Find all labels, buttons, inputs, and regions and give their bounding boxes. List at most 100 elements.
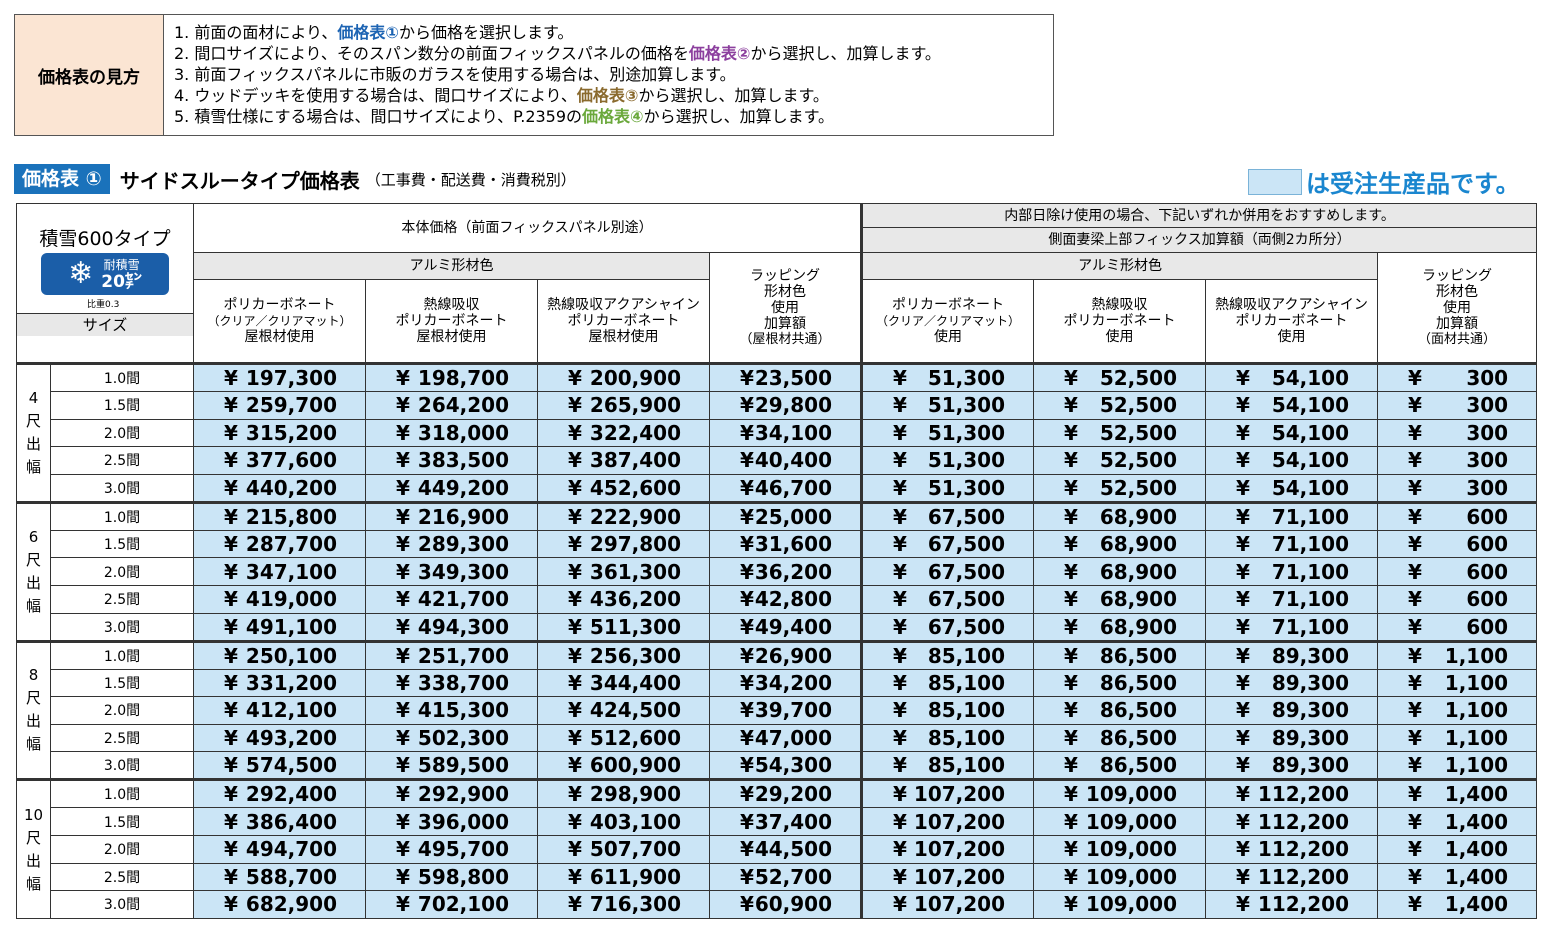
price-cell: ¥511,300 — [537, 612, 711, 642]
price-cell: ¥449,200 — [365, 473, 539, 503]
price-value: 1,100 — [1444, 698, 1509, 723]
column-header-line3: 使用 — [934, 329, 963, 345]
price-cell: ¥52,500 — [1033, 391, 1207, 420]
price-value: 1,400 — [1444, 782, 1509, 807]
yen-symbol: ¥ — [1064, 448, 1078, 473]
yen-symbol: ¥ — [893, 892, 907, 917]
projection-label-char: 6 — [28, 527, 39, 546]
price-value: 52,500 — [1099, 366, 1178, 390]
price-value: 52,500 — [1099, 393, 1178, 418]
price-cell: ¥54,300 — [709, 751, 863, 781]
price-value: 331,200 — [245, 670, 338, 695]
price-value: 287,700 — [245, 532, 338, 557]
price-value: 34,200 — [754, 670, 833, 695]
yen-symbol: ¥ — [893, 475, 907, 500]
price-cell: ¥419,000 — [193, 584, 367, 614]
price-cell: ¥86,500 — [1033, 723, 1207, 753]
price-value: 86,500 — [1099, 753, 1178, 778]
yen-symbol: ¥ — [396, 864, 410, 889]
guide-line-text: 5. 積雪仕様にする場合は、間口サイズにより、P.2359の — [174, 107, 583, 126]
price-value: 31,600 — [754, 532, 833, 557]
column-header-line2: ポリカーボネート — [395, 313, 508, 329]
yen-symbol: ¥ — [1236, 614, 1250, 639]
price-cell: ¥25,000 — [709, 501, 863, 531]
price-value: 507,700 — [589, 837, 682, 862]
yen-symbol: ¥ — [568, 448, 582, 473]
projection-label-char: 出 — [25, 712, 41, 731]
price-cell: ¥298,900 — [537, 779, 711, 809]
price-value: 49,400 — [754, 614, 833, 639]
price-cell: ¥300 — [1377, 391, 1538, 420]
price-value: 1,400 — [1444, 837, 1509, 862]
price-cell: ¥600 — [1377, 501, 1538, 531]
table-row: 2.5間 ¥588,700 ¥598,800 ¥611,900 ¥52,700 ¥107,… — [17, 862, 1538, 892]
price-cell: ¥86,500 — [1033, 751, 1207, 781]
guide-lines: 1. 前面の面材により、価格表①から価格を選択します。 2. 間口サイズにより、そ… — [164, 15, 941, 135]
table-row: 2.0間 ¥494,700 ¥495,700 ¥507,700 ¥44,500 ¥107,… — [17, 834, 1538, 864]
main-price-group-header: 本体価格（前面フィックスパネル別途） — [193, 203, 863, 253]
price-cell: ¥112,200 — [1205, 890, 1379, 919]
price-value: 25,000 — [754, 504, 833, 529]
yen-symbol: ¥ — [893, 809, 907, 834]
price-cell: ¥52,700 — [709, 862, 863, 892]
size-cell: 1.0間 — [49, 363, 195, 392]
price-cell: ¥60,900 — [709, 890, 863, 919]
yen-symbol: ¥ — [1064, 420, 1078, 445]
price-cell: ¥265,900 — [537, 391, 711, 420]
yen-symbol: ¥ — [1064, 782, 1078, 807]
size-cell: 1.0間 — [49, 779, 195, 809]
yen-symbol: ¥ — [568, 366, 582, 390]
projection-label-char: 幅 — [25, 457, 41, 476]
price-value: 200,900 — [589, 366, 682, 390]
price-cell: ¥338,700 — [365, 668, 539, 698]
yen-symbol: ¥ — [740, 366, 754, 390]
projection-label-char: 幅 — [25, 735, 41, 754]
yen-symbol: ¥ — [396, 698, 410, 723]
yen-symbol: ¥ — [396, 892, 410, 917]
price-value: 85,100 — [927, 670, 1006, 695]
size-cell: 1.5間 — [49, 807, 195, 836]
yen-symbol: ¥ — [740, 782, 754, 807]
yen-symbol: ¥ — [396, 532, 410, 557]
column-header: 熱線吸収アクアシャイン ポリカーボネート 使用 — [1205, 279, 1379, 364]
price-value: 54,100 — [1271, 475, 1350, 500]
price-value: 1,100 — [1444, 726, 1509, 751]
price-value: 600 — [1466, 614, 1509, 639]
price-cell: ¥197,300 — [193, 363, 367, 392]
price-cell: ¥107,200 — [860, 807, 1035, 836]
yen-symbol: ¥ — [224, 698, 238, 723]
price-value: 112,200 — [1257, 782, 1350, 807]
size-cell: 2.5間 — [49, 446, 195, 475]
price-cell: ¥200,900 — [537, 363, 711, 392]
yen-symbol: ¥ — [1064, 504, 1078, 529]
table-row: 1.5間 ¥259,700 ¥264,200 ¥265,900 ¥29,800 ¥51,3… — [17, 391, 1538, 420]
yen-symbol: ¥ — [740, 559, 754, 584]
yen-symbol: ¥ — [1408, 448, 1422, 473]
price-value: 251,700 — [417, 643, 510, 668]
price-value: 85,100 — [927, 753, 1006, 778]
price-cell: ¥289,300 — [365, 529, 539, 559]
yen-symbol: ¥ — [740, 670, 754, 695]
price-value: 1,400 — [1444, 892, 1509, 917]
price-cell: ¥396,000 — [365, 807, 539, 836]
price-value: 495,700 — [417, 837, 510, 862]
yen-symbol: ¥ — [396, 448, 410, 473]
price-value: 396,000 — [417, 809, 510, 834]
table-row: 2.5間 ¥493,200 ¥502,300 ¥512,600 ¥47,000 ¥85,1… — [17, 723, 1538, 753]
price-cell: ¥297,800 — [537, 529, 711, 559]
table-row: 2.5間 ¥419,000 ¥421,700 ¥436,200 ¥42,800 ¥67,5… — [17, 584, 1538, 614]
yen-symbol: ¥ — [740, 504, 754, 529]
size-group: 10 尺出幅 1.0間 ¥292,400 ¥292,900 ¥298,900 ¥29,200… — [16, 779, 1538, 919]
yen-symbol: ¥ — [893, 420, 907, 445]
price-cell: ¥51,300 — [860, 363, 1035, 392]
table-row: 3.0間 ¥682,900 ¥702,100 ¥716,300 ¥60,900 ¥107,… — [17, 890, 1538, 919]
yen-symbol: ¥ — [740, 698, 754, 723]
price-value: 67,500 — [927, 587, 1006, 612]
price-cell: ¥86,500 — [1033, 640, 1207, 670]
price-cell: ¥361,300 — [537, 557, 711, 586]
price-cell: ¥251,700 — [365, 640, 539, 670]
price-cell: ¥440,200 — [193, 473, 367, 503]
yen-symbol: ¥ — [1236, 670, 1250, 695]
yen-symbol: ¥ — [396, 643, 410, 668]
size-cell: 2.0間 — [49, 418, 195, 448]
